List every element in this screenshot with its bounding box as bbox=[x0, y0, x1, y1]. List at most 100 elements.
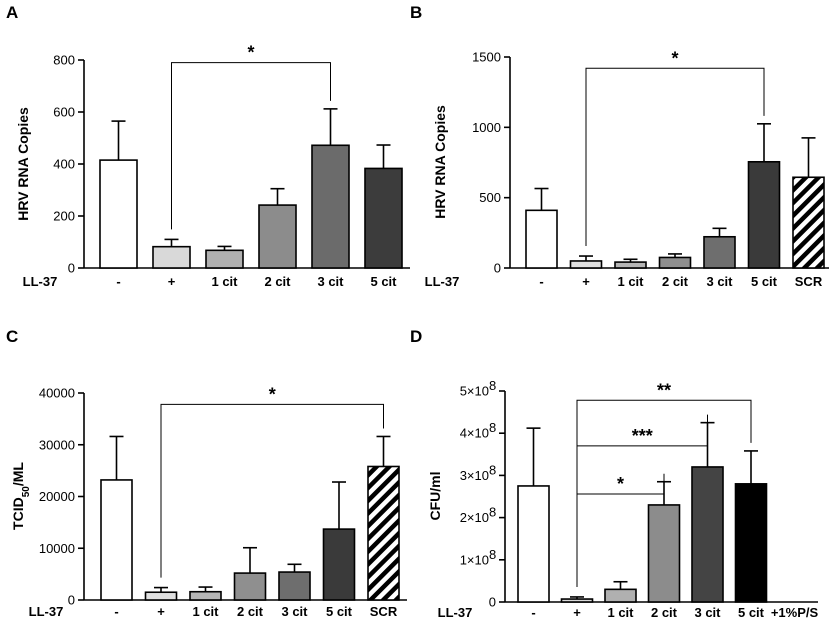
category-label-d: - bbox=[531, 605, 535, 620]
significance-bracket-c bbox=[160, 403, 384, 578]
panel-letter-a: A bbox=[6, 3, 18, 22]
category-label-a: - bbox=[116, 274, 120, 289]
bar-a bbox=[258, 204, 297, 269]
bar-d bbox=[517, 485, 550, 603]
significance-label-d: * bbox=[617, 474, 624, 494]
y-tick-label-c: 10000 bbox=[39, 541, 75, 556]
y-tick-label-b: 500 bbox=[479, 190, 501, 205]
y-tick-label-b: 1000 bbox=[472, 120, 501, 135]
panel-letter-d: D bbox=[410, 327, 422, 346]
category-label-d: +1%P/S bbox=[771, 605, 819, 620]
panel-letter-c: C bbox=[6, 327, 18, 346]
category-label-a: + bbox=[168, 274, 176, 289]
bar-a bbox=[99, 159, 138, 269]
category-label-c: 5 cit bbox=[326, 604, 353, 619]
bar-b bbox=[614, 261, 647, 269]
bar-c bbox=[189, 590, 222, 601]
y-tick-label-d: 1×10 bbox=[460, 552, 489, 567]
category-label-a: 2 cit bbox=[264, 274, 291, 289]
category-label-d: 1 cit bbox=[607, 605, 634, 620]
category-label-d: 5 cit bbox=[738, 605, 765, 620]
category-label-a: 1 cit bbox=[211, 274, 238, 289]
category-label-b: 1 cit bbox=[617, 274, 644, 289]
significance-label-d: *** bbox=[632, 426, 653, 446]
panel-letter-b: B bbox=[410, 3, 422, 22]
category-label-c: - bbox=[114, 604, 118, 619]
y-tick-exponent-d: 8 bbox=[489, 420, 496, 435]
y-axis-title-b: HRV RNA Copies bbox=[432, 105, 448, 219]
y-tick-label-a: 600 bbox=[53, 105, 75, 120]
group-label-a: LL-37 bbox=[23, 274, 58, 289]
bar-a bbox=[205, 249, 244, 269]
category-label-a: 3 cit bbox=[317, 274, 344, 289]
bar-b bbox=[658, 256, 692, 269]
bar-b bbox=[569, 260, 603, 269]
category-label-b: 5 cit bbox=[751, 274, 778, 289]
category-label-b: 2 cit bbox=[662, 274, 689, 289]
y-tick-label-a: 400 bbox=[53, 157, 75, 172]
bar-c bbox=[144, 591, 178, 601]
y-tick-label-a: 800 bbox=[53, 53, 75, 68]
y-tick-label-c: 30000 bbox=[39, 437, 75, 452]
significance-label-a: * bbox=[247, 43, 254, 63]
category-label-b: - bbox=[539, 274, 543, 289]
group-label-d: LL-37 bbox=[438, 605, 473, 620]
bar-d bbox=[734, 483, 768, 603]
bar-a bbox=[364, 167, 403, 269]
category-label-d: 2 cit bbox=[651, 605, 678, 620]
bar-c bbox=[233, 572, 267, 601]
category-label-c: 2 cit bbox=[237, 604, 264, 619]
significance-label-b: * bbox=[671, 48, 678, 68]
bar-c bbox=[367, 465, 400, 601]
bar-d bbox=[604, 588, 637, 603]
y-tick-label-b: 1500 bbox=[472, 50, 501, 65]
significance-label-d: ** bbox=[657, 380, 671, 400]
group-label-c: LL-37 bbox=[29, 604, 64, 619]
y-tick-label-d: 3×10 bbox=[460, 468, 489, 483]
y-tick-label-d: 5×10 bbox=[460, 384, 489, 399]
bar-a bbox=[152, 245, 191, 269]
category-label-b: SCR bbox=[795, 274, 823, 289]
y-tick-label-c: 20000 bbox=[39, 489, 75, 504]
category-label-b: 3 cit bbox=[706, 274, 733, 289]
bar-a bbox=[311, 144, 350, 269]
y-axis-title-d: CFU/ml bbox=[427, 472, 443, 521]
bar-b bbox=[525, 209, 558, 269]
bar-c bbox=[100, 479, 133, 601]
bar-c bbox=[322, 528, 356, 601]
bar-c bbox=[278, 571, 311, 601]
y-tick-label-b: 0 bbox=[494, 261, 501, 276]
y-tick-exponent-d: 8 bbox=[489, 505, 496, 520]
y-axis-title-a: HRV RNA Copies bbox=[15, 107, 31, 221]
category-label-b: + bbox=[582, 274, 590, 289]
y-tick-exponent-d: 8 bbox=[489, 462, 496, 477]
y-tick-label-d: 2×10 bbox=[460, 510, 489, 525]
category-label-c: 1 cit bbox=[192, 604, 219, 619]
y-tick-label-c: 0 bbox=[68, 593, 75, 608]
category-label-d: 3 cit bbox=[694, 605, 721, 620]
chart-a: 0 200 400 600 800 HRV RNA Copies LL-37 - +1 cit 2… bbox=[15, 43, 410, 289]
bar-b bbox=[703, 235, 736, 269]
y-tick-label-c: 40000 bbox=[39, 386, 75, 401]
bar-b bbox=[792, 176, 825, 269]
y-tick-label-a: 200 bbox=[53, 209, 75, 224]
chart-c: 0 10000 20000 30000 40000 TCID50/ML LL-37 - +1 c… bbox=[10, 384, 407, 619]
category-label-c: + bbox=[157, 604, 165, 619]
significance-bracket-a bbox=[171, 62, 331, 230]
bar-d bbox=[691, 466, 724, 603]
y-tick-exponent-d: 8 bbox=[489, 378, 496, 393]
bar-d bbox=[560, 598, 594, 603]
significance-bracket-b bbox=[585, 67, 765, 247]
bar-b bbox=[747, 160, 781, 269]
y-tick-label-d: 4×10 bbox=[460, 426, 489, 441]
group-label-b: LL-37 bbox=[425, 274, 460, 289]
y-tick-label-a: 0 bbox=[68, 261, 75, 276]
category-label-a: 5 cit bbox=[370, 274, 397, 289]
category-label-c: SCR bbox=[370, 604, 398, 619]
bar-d bbox=[647, 504, 681, 603]
y-tick-exponent-d: 8 bbox=[489, 547, 496, 562]
significance-label-c: * bbox=[269, 384, 276, 404]
y-axis-title-c: TCID50/ML bbox=[10, 462, 32, 530]
